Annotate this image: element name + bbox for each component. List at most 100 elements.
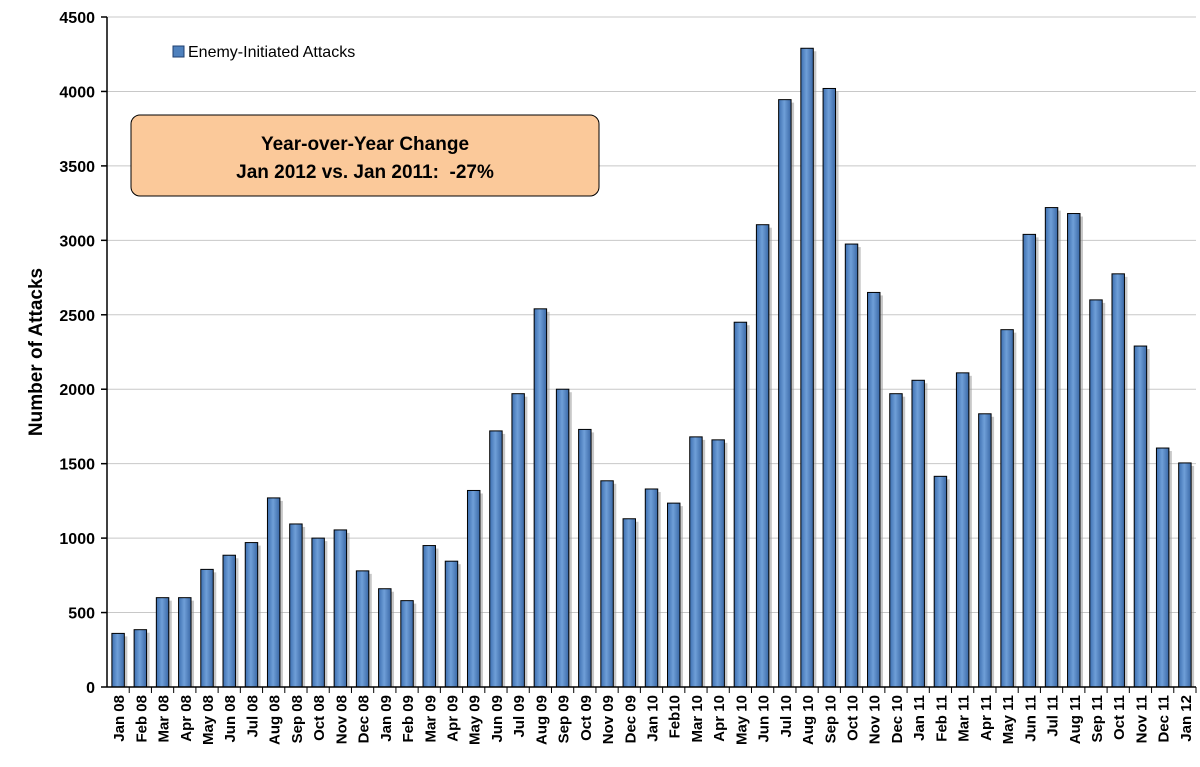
x-tick-label: Apr 11 <box>978 695 995 741</box>
x-tick-label: May 08 <box>200 695 217 745</box>
x-tick-label: Oct 11 <box>1111 695 1128 740</box>
y-axis-ticks: 0 500 1000 1500 2000 2500 3000 3500 4000 4500 <box>59 10 107 697</box>
x-tick-label: Jun 11 <box>1022 695 1039 742</box>
x-tick-label: May 10 <box>733 695 750 745</box>
bar <box>578 428 592 688</box>
x-tick-label: Jul 09 <box>511 695 528 738</box>
x-tick-label: Dec 10 <box>889 695 906 743</box>
bar <box>533 308 548 688</box>
y-axis-label: Number of Attacks <box>26 268 47 436</box>
bar <box>1022 233 1037 688</box>
x-tick-label: Feb10 <box>667 695 684 738</box>
y-tick-label: 3000 <box>59 233 95 250</box>
bar <box>489 430 503 688</box>
y-tick-label: 500 <box>68 606 95 623</box>
x-tick-label: Sep 08 <box>289 695 306 743</box>
y-tick-label: 4500 <box>59 10 95 27</box>
bar <box>155 597 170 688</box>
y-tick-label: 1000 <box>59 531 95 548</box>
bar <box>733 321 748 688</box>
x-tick-label: Sep 10 <box>822 695 839 743</box>
x-tick-label: Feb 11 <box>933 695 950 742</box>
bar <box>244 542 259 688</box>
annotation-line-2: Jan 2012 vs. Jan 2011: -27% <box>236 162 494 183</box>
bar <box>933 475 948 688</box>
x-tick-label: Jan 12 <box>1178 695 1195 742</box>
x-tick-label: Jul 08 <box>244 695 261 738</box>
bar <box>911 379 925 688</box>
x-tick-label: Aug 10 <box>800 695 817 745</box>
bar <box>667 502 681 688</box>
bar <box>1111 273 1125 688</box>
x-tick-label: Jun 09 <box>489 695 506 743</box>
x-tick-label: Nov 10 <box>867 695 884 744</box>
x-tick-label: Dec 11 <box>1156 695 1173 743</box>
bar <box>600 480 614 688</box>
bar <box>511 393 525 688</box>
x-tick-label: Jan 08 <box>111 695 128 742</box>
bar <box>644 488 659 688</box>
bar <box>800 47 814 688</box>
bar <box>955 372 970 688</box>
x-tick-label: Apr 08 <box>178 695 195 742</box>
x-tick-label: Jul 11 <box>1045 695 1062 737</box>
bar <box>266 497 281 688</box>
y-tick-label: 1500 <box>59 457 95 474</box>
bar <box>466 489 481 688</box>
yoy-annotation-box: Year-over-Year Change Jan 2012 vs. Jan 2… <box>130 114 600 197</box>
bar <box>378 588 392 688</box>
x-axis-ticks: Jan 08 Feb 08 Mar 08 Apr 08 May 08 Jun 08 Jul … <box>111 687 1197 745</box>
x-tick-label: Nov 08 <box>333 695 350 744</box>
bar <box>1000 329 1014 688</box>
bar <box>111 632 125 688</box>
x-tick-label: Oct 10 <box>845 695 862 741</box>
x-tick-label: Apr 10 <box>711 695 728 742</box>
x-tick-label: Mar 11 <box>956 695 973 742</box>
x-tick-label: Oct 09 <box>578 695 595 741</box>
x-tick-label: Jan 10 <box>645 695 662 742</box>
bar <box>711 439 725 688</box>
bar <box>178 597 192 688</box>
legend: Enemy-Initiated Attacks <box>172 44 355 61</box>
bar <box>333 529 348 688</box>
y-tick-label: 0 <box>86 680 95 697</box>
annotation-line-1: Year-over-Year Change <box>261 134 469 155</box>
bar <box>400 600 414 688</box>
x-tick-label: Feb 09 <box>400 695 417 743</box>
y-tick-label: 4000 <box>59 84 95 101</box>
x-tick-label: Apr 09 <box>444 695 461 742</box>
x-tick-label: May 11 <box>1000 695 1017 744</box>
bar <box>1155 447 1170 688</box>
x-tick-label: Jun 10 <box>756 695 773 743</box>
x-tick-label: May 09 <box>467 695 484 745</box>
bar <box>422 545 436 688</box>
x-tick-label: Nov 11 <box>1133 695 1150 743</box>
y-tick-label: 2000 <box>59 382 95 399</box>
x-tick-label: Feb 08 <box>133 695 150 743</box>
x-tick-label: Aug 08 <box>267 695 284 745</box>
bar <box>289 523 303 688</box>
x-tick-label: Jan 09 <box>378 695 395 742</box>
y-tick-label: 3500 <box>59 159 95 176</box>
bar <box>889 393 903 688</box>
bar <box>1089 299 1103 688</box>
bar <box>867 291 881 688</box>
bar <box>1178 462 1192 688</box>
legend-swatch <box>172 45 185 58</box>
bar <box>844 243 859 688</box>
bar <box>622 518 636 688</box>
x-tick-label: Nov 09 <box>600 695 617 744</box>
x-tick-label: Jul 10 <box>778 695 795 738</box>
x-tick-label: Mar 10 <box>689 695 706 743</box>
bar <box>355 570 370 688</box>
x-tick-label: Sep 09 <box>556 695 573 743</box>
x-tick-label: Jan 11 <box>911 695 928 741</box>
x-tick-label: Dec 09 <box>622 695 639 743</box>
x-tick-label: Aug 11 <box>1067 695 1084 744</box>
bar <box>133 629 148 688</box>
bar <box>755 224 770 688</box>
bar <box>200 568 214 688</box>
x-tick-label: Mar 09 <box>422 695 439 743</box>
x-tick-label: Aug 09 <box>533 695 550 745</box>
x-tick-label: Dec 08 <box>356 695 373 743</box>
